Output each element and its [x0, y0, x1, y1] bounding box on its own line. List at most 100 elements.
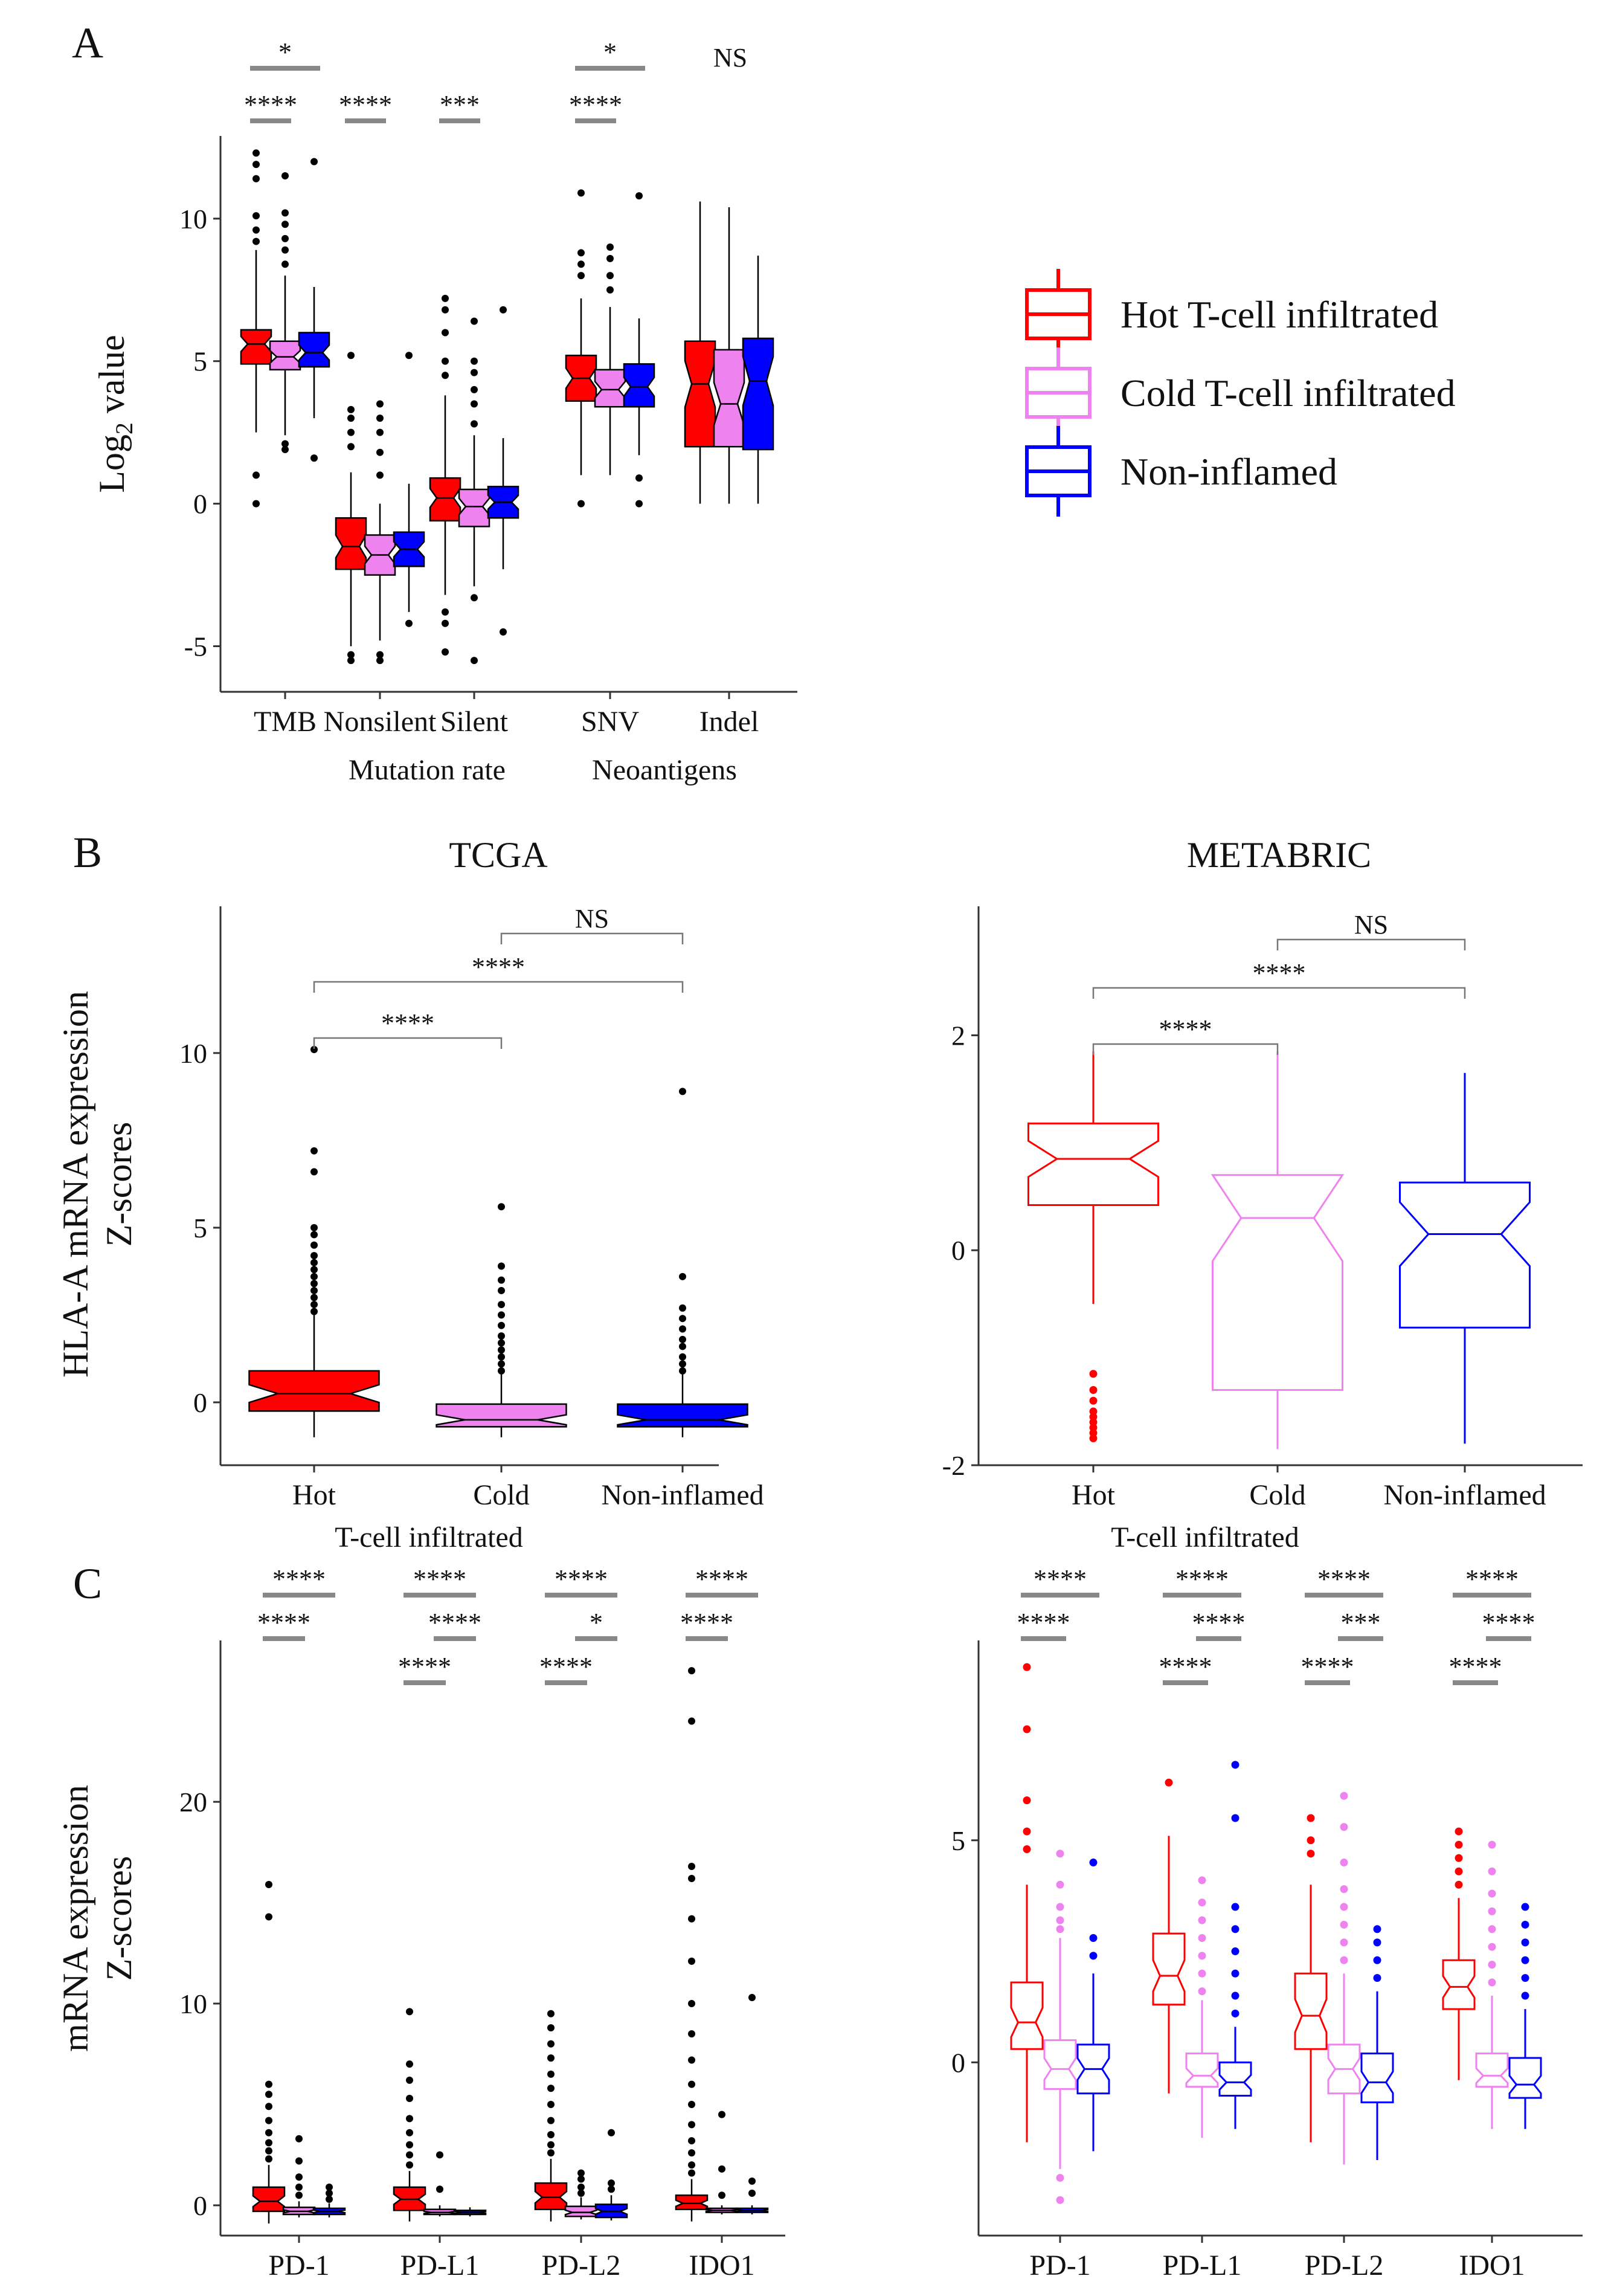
outlier-point [471, 657, 478, 665]
outlier-point [1198, 1934, 1206, 1942]
outlier-point [688, 2056, 695, 2064]
outlier-point [310, 1259, 318, 1266]
outlier-point [1089, 1859, 1098, 1867]
significance-label: **** [1317, 1564, 1371, 1594]
outlier-point [1056, 1880, 1064, 1889]
box-hot [335, 352, 367, 665]
outlier-point [1023, 1827, 1031, 1836]
outlier-point [1521, 1956, 1529, 1964]
outlier-point [442, 648, 449, 656]
outlier-point [442, 329, 449, 337]
box-non [735, 1994, 769, 2214]
outlier-point [679, 1367, 686, 1375]
outlier-point [679, 1315, 686, 1323]
y-tick-label: 5 [193, 346, 207, 377]
outlier-point [265, 2129, 272, 2136]
outlier-point [688, 1862, 695, 1870]
group-label-neoantigens: Neoantigens [592, 754, 737, 786]
outlier-point [1089, 1385, 1098, 1394]
outlier-point [265, 2091, 272, 2098]
outlier-point [252, 500, 260, 508]
y-tick-label: 0 [951, 2047, 965, 2078]
box-cold [282, 2135, 316, 2217]
outlier-point [265, 2147, 272, 2155]
outlier-point [688, 2161, 695, 2169]
outlier-point [498, 1311, 505, 1319]
outlier-point [442, 619, 449, 627]
outlier-point [376, 400, 384, 408]
outlier-point [577, 500, 585, 508]
outlier-point [471, 594, 478, 602]
outlier-point [281, 209, 289, 217]
significance-label: **** [398, 1652, 451, 1682]
outlier-point [406, 2094, 413, 2102]
x-tick-label: Non-inflamed [1383, 1479, 1546, 1511]
box-cold [436, 1203, 567, 1437]
significance-bracket [500, 932, 684, 944]
outlier-point [498, 1346, 505, 1354]
box-non [487, 306, 519, 636]
box-non [742, 256, 774, 504]
outlier-point [688, 2100, 695, 2108]
outlier-point [1089, 1429, 1098, 1437]
outlier-point [688, 2080, 695, 2088]
outlier-point [1521, 1991, 1529, 2000]
outlier-point [265, 2139, 272, 2147]
box-body [1399, 1181, 1531, 1329]
x-tick-label: Indel [699, 706, 759, 738]
significance-label-ns: NS [713, 43, 747, 73]
outlier-point [310, 1272, 318, 1280]
outlier-point [1521, 1938, 1529, 1947]
outlier-point [1056, 2173, 1064, 2182]
outlier-point [1089, 1934, 1098, 1942]
outlier-point [688, 2149, 695, 2157]
significance-label: NS [1354, 910, 1388, 940]
x-tick-label: Cold [473, 1479, 529, 1511]
box-cold [594, 243, 626, 476]
panel-label-a: A [72, 19, 103, 67]
outlier-point [1340, 1903, 1348, 1911]
box-hot [1152, 1778, 1186, 2094]
outlier-point [1089, 1407, 1098, 1416]
outlier-point [405, 352, 413, 360]
significance-bracket [313, 1037, 503, 1049]
outlier-point [310, 1294, 318, 1301]
outlier-point [688, 1667, 695, 1675]
outlier-point [635, 192, 643, 200]
outlier-point [679, 1343, 686, 1350]
significance-label: **** [555, 1564, 608, 1594]
outlier-point [608, 2185, 615, 2193]
box-hot [252, 1881, 286, 2223]
box-body [534, 2182, 568, 2210]
outlier-point [326, 2183, 333, 2191]
y-tick-label: 0 [193, 2190, 207, 2221]
outlier-point [748, 2189, 756, 2197]
outlier-point [310, 1301, 318, 1309]
outlier-point [1231, 1947, 1239, 1956]
legend-label: Non-inflamed [1120, 450, 1337, 493]
chart-layer: A -5 0 5 10 Log2 value TMB Nonsilent Silent SNV In… [56, 19, 1583, 2281]
box-body [335, 517, 367, 570]
box-non [594, 2129, 628, 2220]
y-axis-label-line1: HLA-A mRNA expression [56, 991, 95, 1378]
outlier-point [1455, 1867, 1463, 1875]
box-body [1152, 1932, 1186, 2006]
outlier-point [688, 1915, 695, 1923]
outlier-point [406, 2151, 413, 2159]
outlier-point [1488, 1961, 1496, 1969]
significance-label: *** [1341, 1608, 1381, 1637]
y-tick-label: 2 [951, 1020, 965, 1051]
box-body [1185, 2053, 1219, 2088]
significance-label: **** [1034, 1564, 1087, 1594]
outlier-point [1488, 1867, 1496, 1875]
significance-label: **** [272, 1564, 326, 1594]
x-tick-label: Cold [1249, 1479, 1305, 1511]
box-body [1218, 2061, 1252, 2097]
box-hot [534, 2010, 568, 2222]
box-body [436, 1403, 567, 1428]
box-body [252, 2186, 286, 2213]
outlier-point [688, 2030, 695, 2038]
box-body [248, 1370, 380, 1412]
box-non [1399, 1072, 1531, 1444]
